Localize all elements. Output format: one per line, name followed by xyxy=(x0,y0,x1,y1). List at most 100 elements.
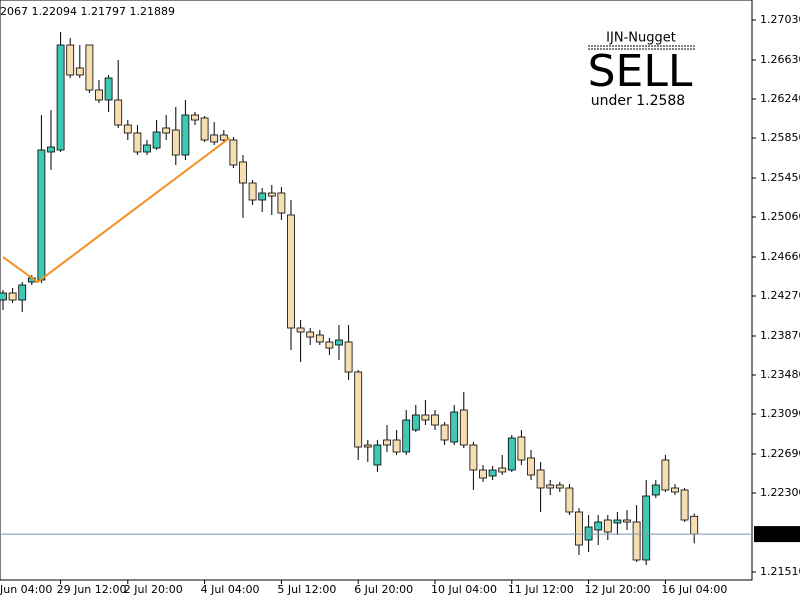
candle-body xyxy=(498,467,507,473)
candle-body xyxy=(123,124,132,134)
current-price-box xyxy=(754,526,800,543)
candle-body xyxy=(517,436,526,461)
x-tick-label: 10 Jul 04:00 xyxy=(431,583,497,596)
candle-body xyxy=(575,511,583,546)
candle-body xyxy=(613,519,622,524)
x-tick-label: 16 Jul 04:00 xyxy=(661,583,727,596)
candle-body xyxy=(66,44,75,76)
y-tick-label: 1.27030 xyxy=(760,13,800,26)
candle-body xyxy=(507,437,516,471)
candle-body xyxy=(411,414,420,431)
candle-body xyxy=(8,292,17,301)
candle-body xyxy=(479,469,487,479)
candle-body xyxy=(85,44,94,91)
candle-body xyxy=(421,414,430,421)
y-tick-label: 1.25450 xyxy=(760,171,800,184)
marks xyxy=(0,32,752,565)
indicator-name: IJN-Nugget xyxy=(606,31,676,46)
candle-body xyxy=(47,146,55,153)
candle-body xyxy=(258,192,267,201)
y-tick-label: 1.23090 xyxy=(760,407,800,420)
candle-body xyxy=(277,192,286,214)
candle-body xyxy=(536,469,545,489)
y-tick-label: 1.24270 xyxy=(760,289,800,302)
x-tick-label: 11 Jul 12:00 xyxy=(508,583,574,596)
candle-body xyxy=(18,284,27,301)
y-tick-label: 1.21510 xyxy=(760,565,800,578)
y-tick-label: 1.22690 xyxy=(760,447,800,460)
candle-body xyxy=(219,134,228,141)
x-tick-label: 5 Jul 12:00 xyxy=(277,583,336,596)
candle-body xyxy=(287,214,295,329)
candle-body xyxy=(459,409,468,446)
candle-body xyxy=(0,292,7,301)
candle-body xyxy=(594,521,603,531)
candle-body xyxy=(191,114,199,121)
y-tick-label: 1.26630 xyxy=(760,53,800,66)
candle-body xyxy=(104,77,113,101)
candle-body xyxy=(133,132,142,153)
x-tick-label: 29 Jun 12:00 xyxy=(57,583,127,596)
candle-body xyxy=(527,457,535,476)
candle-body xyxy=(229,139,238,166)
candle-body xyxy=(440,424,449,441)
plot-frame xyxy=(0,0,753,581)
y-tick-label: 1.23480 xyxy=(760,368,800,381)
candle-body xyxy=(344,341,353,373)
x-tick-label: 12 Jul 20:00 xyxy=(585,583,651,596)
ohlc-header: 2067 1.22094 1.21797 1.21889 xyxy=(0,5,175,18)
candle-body xyxy=(555,484,564,489)
candle-body xyxy=(469,444,478,471)
candle-body xyxy=(383,439,391,446)
candle-body xyxy=(671,487,679,493)
candle-body xyxy=(402,419,411,453)
y-tick-label: 1.26240 xyxy=(760,92,800,105)
candle-body xyxy=(296,327,305,333)
y-tick-label: 1.25850 xyxy=(760,131,800,144)
x-edge-label: Jun 04:00 xyxy=(0,583,52,596)
candle-body xyxy=(267,192,276,197)
candle-body xyxy=(354,371,363,448)
candle-body xyxy=(335,339,343,346)
candle-body xyxy=(239,161,247,184)
candle-body xyxy=(181,114,190,156)
candle-body xyxy=(114,99,123,126)
y-tick-label: 1.24660 xyxy=(760,250,800,263)
signal-detail: under 1.2588 xyxy=(591,93,685,109)
candle-body xyxy=(431,414,439,426)
candle-body xyxy=(210,134,219,143)
candle-body xyxy=(315,334,324,343)
candle-body xyxy=(373,444,382,466)
candle-body xyxy=(200,117,209,141)
zigzag-line xyxy=(2,137,231,284)
y-tick-label: 1.22300 xyxy=(760,486,800,499)
x-tick-label: 2 Jul 20:00 xyxy=(124,583,183,596)
candle-body xyxy=(171,129,180,156)
candle-body xyxy=(546,484,555,489)
candle-body xyxy=(690,515,699,535)
current-price-label: 1.21889 xyxy=(758,527,800,540)
candle-body xyxy=(603,519,612,533)
y-tick-label: 1.23870 xyxy=(760,329,800,342)
candle-body xyxy=(661,459,670,491)
candle-body xyxy=(565,487,574,513)
candle-body xyxy=(680,489,689,521)
y-tick-label: 1.25060 xyxy=(760,210,800,223)
candle-body xyxy=(56,44,65,151)
candle-body xyxy=(248,182,257,201)
candle-body xyxy=(95,89,103,101)
candle-body xyxy=(363,444,372,448)
x-tick-label: 6 Jul 20:00 xyxy=(354,583,413,596)
candle-body xyxy=(632,521,641,561)
candle-body xyxy=(584,526,593,541)
candle-body xyxy=(651,484,660,496)
candle-body xyxy=(325,341,334,349)
candle-body xyxy=(623,519,631,523)
signal: SELL xyxy=(588,46,693,97)
candle-body xyxy=(450,411,459,443)
candle-body xyxy=(143,144,151,153)
candle-body xyxy=(306,331,315,338)
candle-body xyxy=(37,149,46,281)
